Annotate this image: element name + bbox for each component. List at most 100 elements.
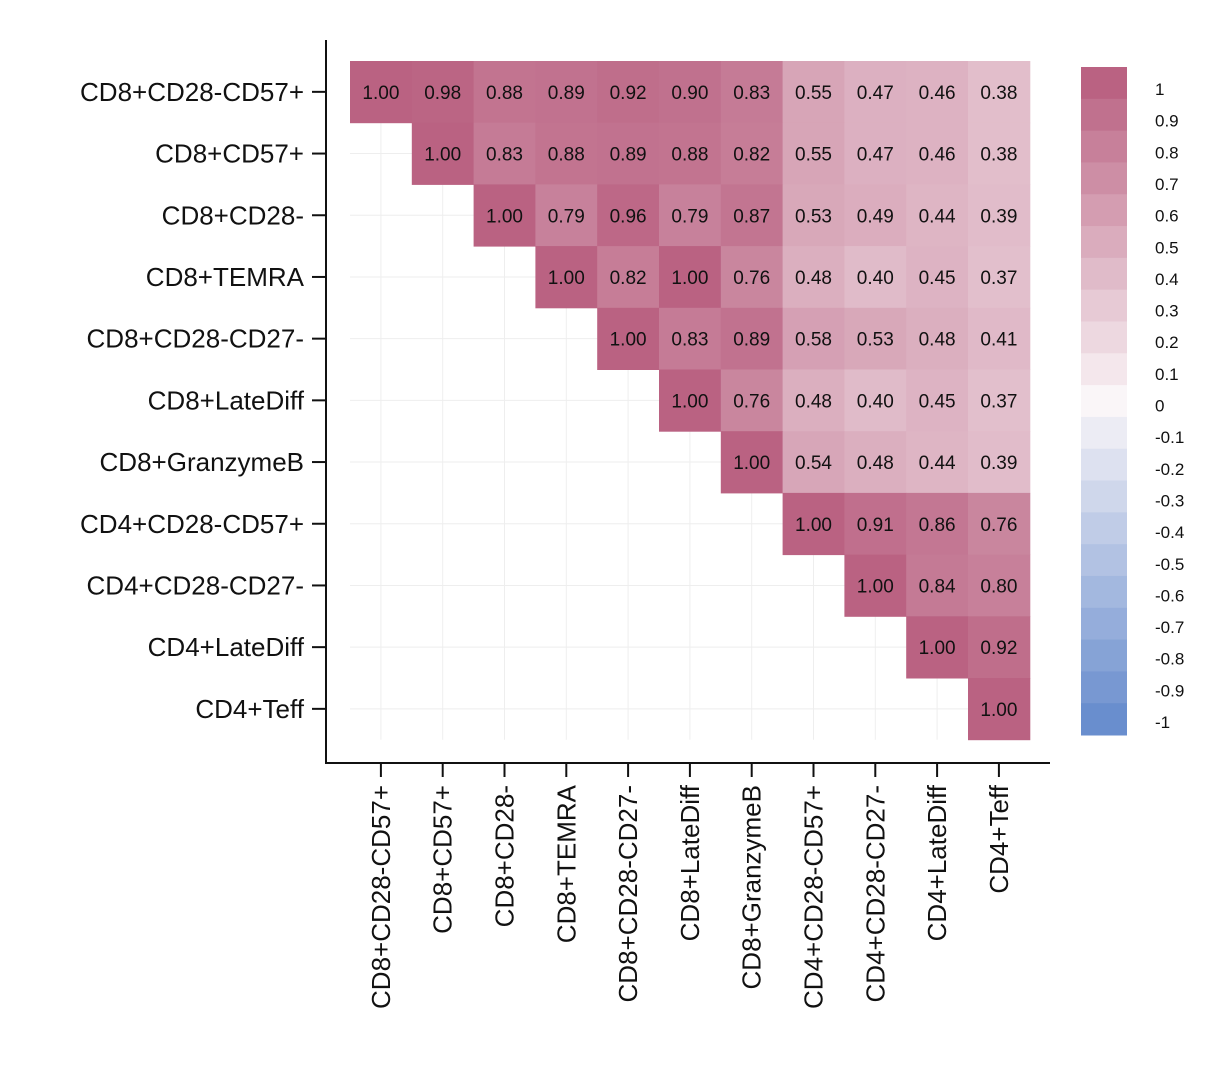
colorbar-segment — [1081, 353, 1127, 386]
heatmap-cell — [906, 246, 969, 309]
y-tick-label: CD8+TEMRA — [146, 262, 305, 292]
x-tick-label: CD8+TEMRA — [551, 784, 581, 943]
heatmap-cell — [968, 678, 1031, 741]
cell-value: 1.00 — [795, 515, 832, 536]
colorbar-segment — [1081, 416, 1127, 450]
heatmap-cell — [720, 369, 784, 432]
heatmap-cell — [782, 307, 845, 370]
cell-value: 0.55 — [795, 145, 832, 166]
cell-value: 0.38 — [980, 145, 1017, 166]
cell-value: 0.41 — [980, 330, 1017, 351]
cell-value: 0.37 — [980, 268, 1017, 289]
heatmap-cell — [906, 431, 969, 494]
colorbar-tick-label: -0.4 — [1155, 523, 1184, 542]
heatmap-cell — [968, 61, 1031, 124]
cell-value: 0.79 — [671, 206, 708, 227]
cell-value: 0.45 — [919, 391, 956, 412]
heatmap-cell — [411, 122, 475, 185]
colorbar-tick-label: -0.1 — [1155, 428, 1184, 447]
colorbar-segment — [1081, 289, 1127, 322]
y-tick-label: CD4+LateDiff — [148, 632, 305, 662]
x-tick-label: CD4+CD28-CD57+ — [799, 785, 829, 1009]
cell-value: 0.92 — [980, 638, 1017, 659]
colorbar-segment — [1081, 226, 1127, 259]
cell-value: 1.00 — [857, 576, 894, 597]
heatmap-cell — [720, 184, 784, 247]
heatmap-cell — [906, 616, 969, 679]
cell-value: 1.00 — [980, 700, 1017, 721]
cell-value: 0.98 — [424, 83, 461, 104]
cell-value: 0.76 — [980, 515, 1017, 536]
heatmap-cell — [597, 122, 660, 185]
cell-value: 0.84 — [919, 576, 956, 597]
colorbar-segment — [1081, 67, 1127, 100]
colorbar-segment — [1081, 257, 1127, 291]
cell-value: 0.86 — [919, 515, 956, 536]
cell-value: 1.00 — [671, 391, 708, 412]
x-tick-label: CD8+CD28- — [490, 785, 520, 927]
heatmap-cell — [782, 492, 845, 556]
colorbar-segment — [1081, 512, 1127, 545]
cell-value: 0.53 — [857, 330, 894, 351]
cell-value: 1.00 — [486, 206, 523, 227]
heatmap-cell — [473, 122, 536, 185]
heatmap-cell — [968, 554, 1031, 617]
colorbar-tick-label: 0.7 — [1155, 175, 1179, 194]
x-tick-label: CD4+CD28-CD27- — [860, 785, 890, 1002]
cell-value: 0.76 — [733, 268, 770, 289]
cell-value: 1.00 — [362, 83, 399, 104]
colorbar-tick-label: 0.3 — [1155, 302, 1179, 321]
x-tick-label: CD8+GranzymeB — [737, 785, 767, 989]
heatmap-cell — [906, 184, 969, 247]
cell-value: 0.83 — [733, 83, 770, 104]
cell-value: 0.88 — [486, 83, 523, 104]
cell-value: 0.44 — [919, 453, 956, 474]
cell-value: 0.53 — [795, 206, 832, 227]
cell-value: 0.40 — [857, 391, 894, 412]
heatmap-cell — [720, 61, 784, 124]
cell-value: 0.79 — [548, 206, 585, 227]
cell-value: 0.58 — [795, 330, 832, 351]
heatmap-cell — [782, 184, 845, 247]
cell-value: 0.47 — [857, 145, 894, 166]
cell-value: 0.46 — [919, 145, 956, 166]
heatmap-cell — [844, 492, 907, 556]
colorbar-tick-label: -0.2 — [1155, 460, 1184, 479]
cell-value: 0.83 — [671, 330, 708, 351]
cell-value: 0.82 — [610, 268, 647, 289]
cell-value: 0.88 — [671, 145, 708, 166]
cell-value: 1.00 — [671, 268, 708, 289]
heatmap-cell — [535, 246, 598, 309]
cell-value: 0.89 — [548, 83, 585, 104]
cell-value: 0.89 — [733, 330, 770, 351]
heatmap-cell — [597, 307, 660, 370]
heatmap-cell — [659, 61, 722, 124]
heatmap-cell — [968, 492, 1031, 556]
heatmap-cell — [906, 369, 969, 432]
heatmap-cell — [720, 246, 784, 309]
cell-value: 0.88 — [548, 145, 585, 166]
x-tick-label: CD8+CD28-CD27- — [613, 785, 643, 1002]
y-tick-label: CD4+CD28-CD57+ — [80, 509, 304, 539]
colorbar-tick-label: -0.3 — [1155, 491, 1184, 510]
x-tick-label: CD8+LateDiff — [675, 784, 705, 941]
heatmap-cell — [473, 61, 536, 124]
heatmap-cell — [844, 122, 907, 185]
heatmap-cell — [782, 431, 845, 494]
cell-value: 0.89 — [610, 145, 647, 166]
colorbar-segment — [1081, 194, 1127, 227]
cell-value: 0.87 — [733, 206, 770, 227]
heatmap-cell — [782, 246, 845, 309]
cell-value: 0.96 — [610, 206, 647, 227]
heatmap-cell — [659, 369, 722, 432]
cell-value: 0.44 — [919, 206, 956, 227]
y-tick-label: CD8+CD28-CD27- — [87, 324, 304, 354]
heatmap-cell — [535, 184, 598, 247]
cell-value: 0.45 — [919, 268, 956, 289]
cell-value: 0.38 — [980, 83, 1017, 104]
cell-value: 0.82 — [733, 145, 770, 166]
heatmap-cell — [659, 184, 722, 247]
x-tick-label: CD8+CD28-CD57+ — [366, 785, 396, 1009]
colorbar-segment — [1081, 671, 1127, 704]
x-tick-label: CD4+Teff — [984, 784, 1014, 893]
